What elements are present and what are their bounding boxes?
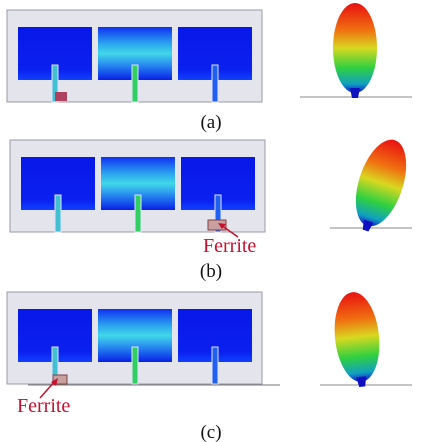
- panel-c: [6, 291, 263, 385]
- panel-a: [6, 9, 263, 103]
- ferrite: [207, 219, 227, 231]
- panel-label: (a): [200, 112, 221, 133]
- arrow-head: [218, 223, 226, 229]
- panel-label: (c): [200, 422, 221, 442]
- coil: [55, 92, 67, 101]
- arrow-head: [51, 378, 58, 386]
- ferrite: [52, 374, 68, 385]
- arrow: [220, 224, 239, 238]
- arrow: [39, 380, 56, 399]
- panel-b: [9, 139, 266, 233]
- annotation: Ferrite: [17, 395, 70, 417]
- annotation: Ferrite: [203, 235, 256, 257]
- panel-label: (b): [200, 261, 222, 282]
